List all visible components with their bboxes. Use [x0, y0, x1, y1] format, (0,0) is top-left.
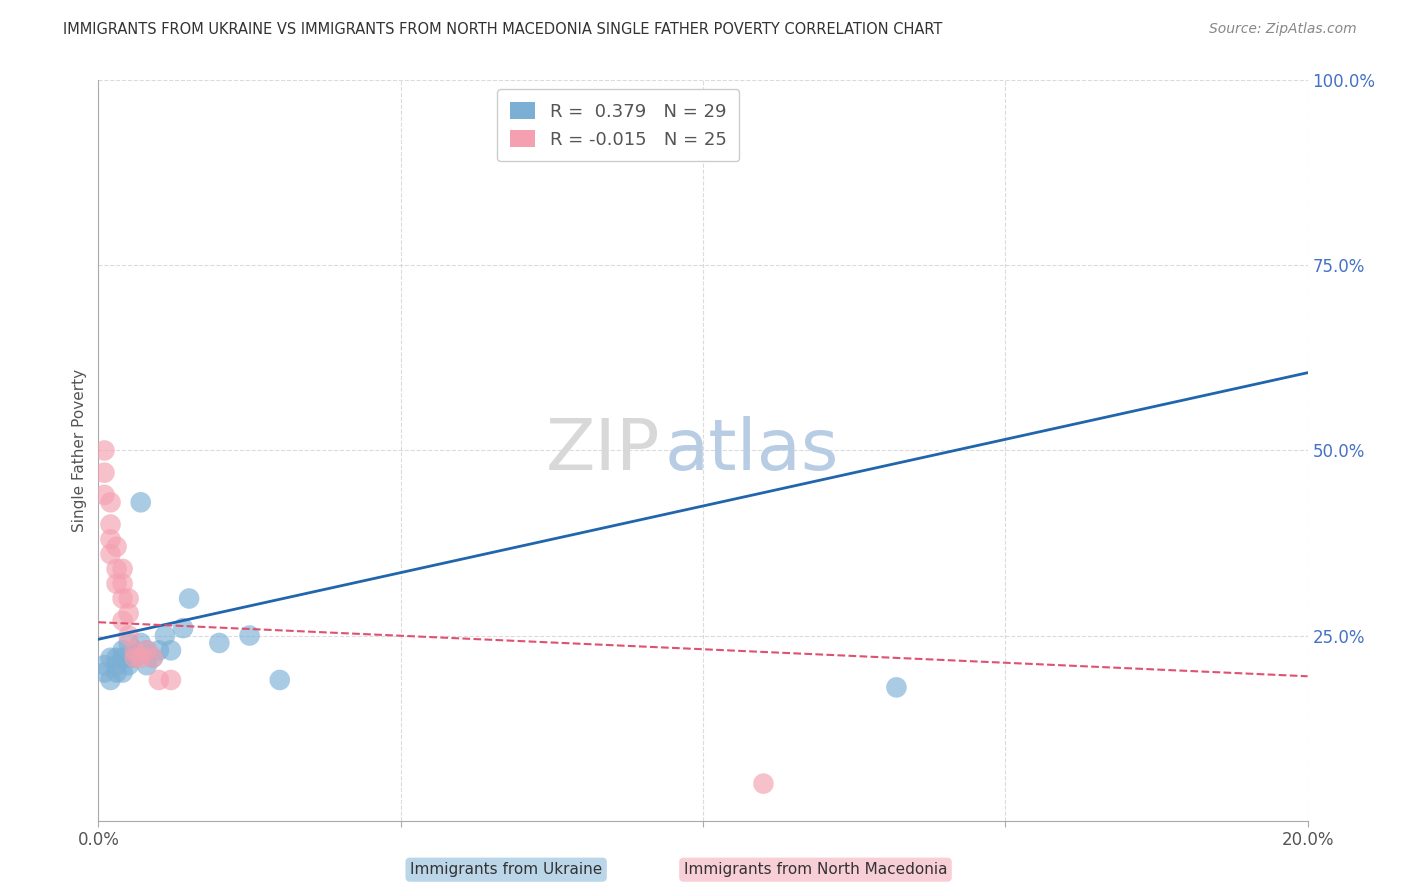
Text: Immigrants from North Macedonia: Immigrants from North Macedonia — [683, 863, 948, 877]
Text: Source: ZipAtlas.com: Source: ZipAtlas.com — [1209, 22, 1357, 37]
Point — [118, 650, 141, 665]
Point — [93, 443, 115, 458]
Point — [172, 621, 194, 635]
Point — [752, 776, 775, 791]
Point — [129, 650, 152, 665]
Point — [105, 576, 128, 591]
Point — [100, 547, 122, 561]
Point — [105, 540, 128, 554]
Legend: R =  0.379   N = 29, R = -0.015   N = 25: R = 0.379 N = 29, R = -0.015 N = 25 — [498, 89, 740, 161]
Point — [105, 650, 128, 665]
Point — [93, 665, 115, 680]
Y-axis label: Single Father Poverty: Single Father Poverty — [72, 369, 87, 532]
Point — [148, 673, 170, 687]
Point — [160, 673, 183, 687]
Point — [111, 614, 134, 628]
Point — [100, 533, 122, 547]
Text: ZIP: ZIP — [546, 416, 661, 485]
Point — [118, 636, 141, 650]
Point — [100, 650, 122, 665]
Point — [105, 658, 128, 673]
Point — [153, 628, 176, 642]
Point — [160, 643, 183, 657]
Point — [208, 636, 231, 650]
Point — [105, 665, 128, 680]
Point — [129, 495, 152, 509]
Point — [129, 636, 152, 650]
Point — [124, 650, 146, 665]
Point — [111, 650, 134, 665]
Point — [111, 562, 134, 576]
Point — [111, 665, 134, 680]
Point — [118, 591, 141, 606]
Point — [93, 658, 115, 673]
Point — [118, 607, 141, 621]
Text: Immigrants from Ukraine: Immigrants from Ukraine — [411, 863, 602, 877]
Point — [124, 643, 146, 657]
Point — [111, 643, 134, 657]
Point — [142, 650, 165, 665]
Point — [124, 650, 146, 665]
Point — [93, 466, 115, 480]
Text: IMMIGRANTS FROM UKRAINE VS IMMIGRANTS FROM NORTH MACEDONIA SINGLE FATHER POVERTY: IMMIGRANTS FROM UKRAINE VS IMMIGRANTS FR… — [63, 22, 942, 37]
Point — [142, 650, 165, 665]
Point — [100, 517, 122, 532]
Point — [105, 562, 128, 576]
Point — [886, 681, 908, 695]
Point — [179, 591, 201, 606]
Point — [135, 643, 157, 657]
Point — [124, 643, 146, 657]
Point — [135, 658, 157, 673]
Point — [135, 643, 157, 657]
Point — [100, 495, 122, 509]
Point — [111, 591, 134, 606]
Point — [93, 488, 115, 502]
Point — [100, 673, 122, 687]
Point — [239, 628, 262, 642]
Point — [148, 643, 170, 657]
Text: atlas: atlas — [664, 416, 839, 485]
Point — [118, 628, 141, 642]
Point — [269, 673, 291, 687]
Point — [118, 658, 141, 673]
Point — [111, 576, 134, 591]
